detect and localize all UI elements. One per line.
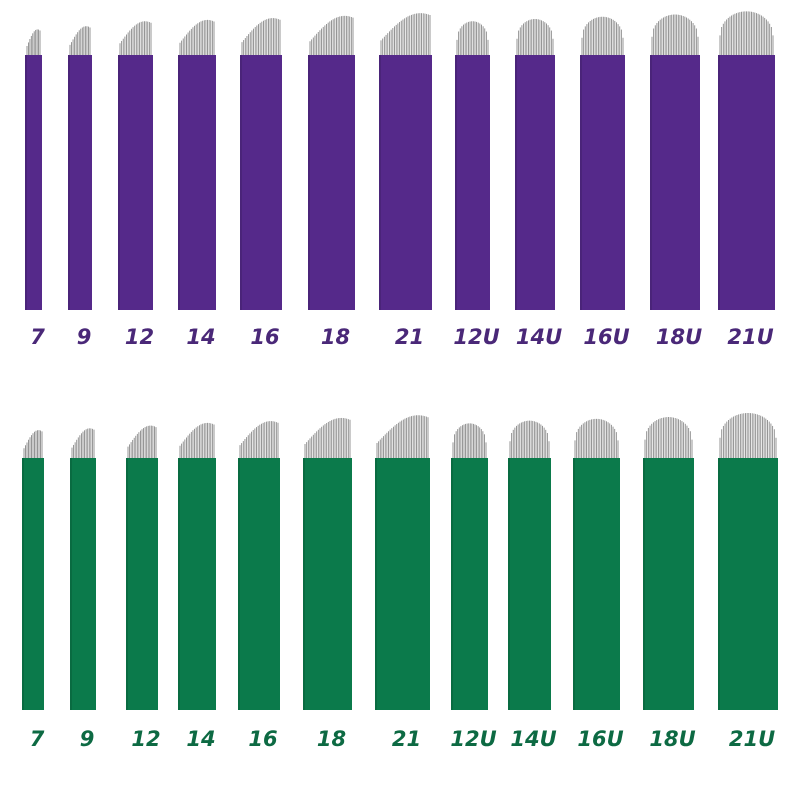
blade-shade [650,55,652,310]
blade [126,425,158,710]
blade-shade [643,458,645,710]
blade-label: 14 [186,727,215,751]
blade [650,14,700,310]
blade-label: 9 [80,727,95,751]
blade [178,422,216,710]
blade-body [718,458,778,710]
blade-label: 21 [392,727,421,751]
blade-label: 18 [317,727,346,751]
blade-shade [70,458,72,710]
blade-label: 21U [729,727,775,751]
blade-shade [178,55,180,310]
blade-shade [573,458,575,710]
blade-body [515,55,555,310]
blade-label: 12 [131,727,160,751]
blade-shade [118,55,120,310]
blade [118,21,153,310]
blade-shade [303,458,305,710]
blade-body [178,55,216,310]
blade-body [650,55,700,310]
blade-label: 14U [510,727,556,751]
blade-body [451,458,488,710]
blade [379,13,432,310]
blade-shade [308,55,310,310]
blade [508,420,551,710]
blade-shade [375,458,377,710]
blade-label: 21U [727,325,773,349]
blade-shade [178,458,180,710]
blade-shade [238,458,240,710]
blade [455,21,490,310]
blade [25,29,42,310]
blade-shade [126,458,128,710]
blade-shade [508,458,510,710]
blade-body [238,458,280,710]
blade-label: 7 [30,325,45,349]
blade-label: 18U [649,727,695,751]
blade [718,11,775,310]
blade-body [70,458,96,710]
blade-shade [22,458,24,710]
blade [308,15,355,310]
blade-shade [68,55,70,310]
blade-body [308,55,355,310]
blade-body [240,55,282,310]
blade-body [508,458,551,710]
blade-body [573,458,620,710]
blade-body [126,458,158,710]
blade [238,421,280,710]
blade-label: 14U [516,325,562,349]
blade [178,19,216,310]
blade-shade [25,55,27,310]
blade-shade [240,55,242,310]
blade-label: 16U [583,325,629,349]
blade-body [455,55,490,310]
blade-body [178,458,216,710]
blade [68,26,92,310]
blade [515,19,555,310]
blade-body [718,55,775,310]
blade-label: 18 [321,325,350,349]
blade-shade [451,458,453,710]
blade-body [118,55,153,310]
blade [580,16,625,310]
blade-shade [718,458,720,710]
blade-label: 14 [186,325,215,349]
blade [375,415,430,710]
blade [573,418,620,710]
blade-shade [580,55,582,310]
blade-label: 21 [395,325,424,349]
blade [718,413,778,710]
blade-label: 16 [250,325,279,349]
blade [643,417,694,710]
blade-shade [455,55,457,310]
blade-label: 7 [30,727,45,751]
blade-shade [515,55,517,310]
blade [240,18,282,310]
blade-body [68,55,92,310]
blade-body [379,55,432,310]
blade-body [643,458,694,710]
blade-label: 9 [77,325,92,349]
blade-body [22,458,44,710]
blade-label: 12U [453,325,499,349]
blade-body [303,458,352,710]
blade-body [375,458,430,710]
blade-body [25,55,42,310]
blade-shade [718,55,720,310]
blade-shade [379,55,381,310]
blade [70,428,96,710]
blade-body [580,55,625,310]
blade-label: 16 [248,727,277,751]
blade [22,430,44,710]
blade [451,423,488,710]
blade-label: 12U [450,727,496,751]
blade-label: 16U [577,727,623,751]
blade [303,417,352,710]
blade-label: 18U [656,325,702,349]
blade-label: 12 [125,325,154,349]
